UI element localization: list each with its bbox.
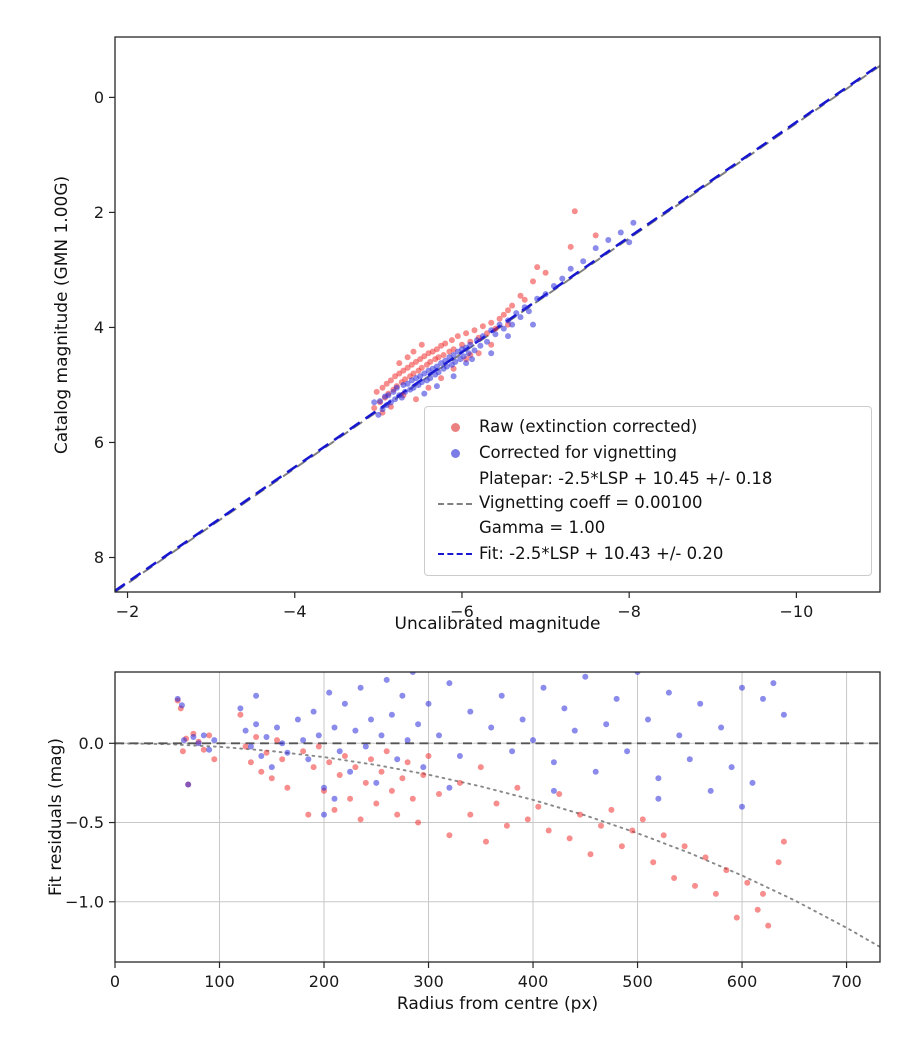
legend-item-raw: Raw (extinction corrected): [431, 415, 865, 440]
svg-text:0: 0: [110, 972, 120, 991]
bottom-y-axis-label: Fit residuals (mag): [46, 738, 66, 896]
bottom-x-axis-label: Radius from centre (px): [396, 994, 599, 1014]
svg-text:−2: −2: [116, 602, 140, 621]
svg-text:8: 8: [94, 548, 104, 567]
legend-fit-label: Fit: -2.5*LSP + 10.43 +/- 0.20: [479, 543, 724, 563]
svg-text:500: 500: [622, 972, 653, 991]
svg-text:−4: −4: [283, 602, 307, 621]
gray-dashed-line-icon: [438, 502, 472, 505]
legend: Raw (extinction corrected) Corrected for…: [424, 406, 872, 576]
svg-text:−10: −10: [780, 602, 814, 621]
svg-text:600: 600: [727, 972, 758, 991]
svg-text:100: 100: [204, 972, 235, 991]
svg-text:0: 0: [94, 88, 104, 107]
svg-text:400: 400: [518, 972, 549, 991]
legend-item-fit: Fit: -2.5*LSP + 10.43 +/- 0.20: [431, 542, 865, 567]
svg-text:2: 2: [94, 203, 104, 222]
legend-item-platepar: Platepar: -2.5*LSP + 10.45 +/- 0.18 Vign…: [431, 467, 865, 541]
blue-dashed-line-icon: [438, 553, 472, 556]
svg-text:−8: −8: [617, 602, 641, 621]
platepar-fit-label: Platepar: -2.5*LSP + 10.45 +/- 0.18: [479, 468, 773, 488]
vignetting-coeff-label: Vignetting coeff = 0.00100: [479, 493, 703, 513]
magnitude-fit-chart: −2 −4 −6 −8 −10 0 2 4 6 8: [94, 36, 881, 621]
legend-raw-label: Raw (extinction corrected): [479, 417, 698, 436]
gamma-label: Gamma = 1.00: [479, 518, 606, 537]
top-x-axis-label: Uncalibrated magnitude: [394, 614, 601, 634]
legend-corrected-label: Corrected for vignetting: [479, 442, 677, 462]
blue-dot-marker-icon: [450, 448, 460, 458]
svg-text:300: 300: [413, 972, 444, 991]
svg-text:6: 6: [94, 433, 104, 452]
svg-text:−0.5: −0.5: [65, 813, 104, 832]
svg-text:−1.0: −1.0: [65, 892, 104, 911]
red-dot-marker-icon: [450, 422, 460, 432]
svg-text:0.0: 0.0: [79, 734, 104, 753]
legend-item-corrected: Corrected for vignetting: [431, 441, 865, 466]
svg-text:200: 200: [309, 972, 340, 991]
top-y-axis-label: Catalog magnitude (GMN 1.00G): [52, 175, 72, 455]
svg-text:700: 700: [831, 972, 862, 991]
residuals-chart: 0 100 200 300 400 500 600 700 0.0 −0.5 −1.0: [65, 671, 881, 991]
svg-text:4: 4: [94, 318, 104, 337]
svg-text:−6: −6: [450, 602, 474, 621]
